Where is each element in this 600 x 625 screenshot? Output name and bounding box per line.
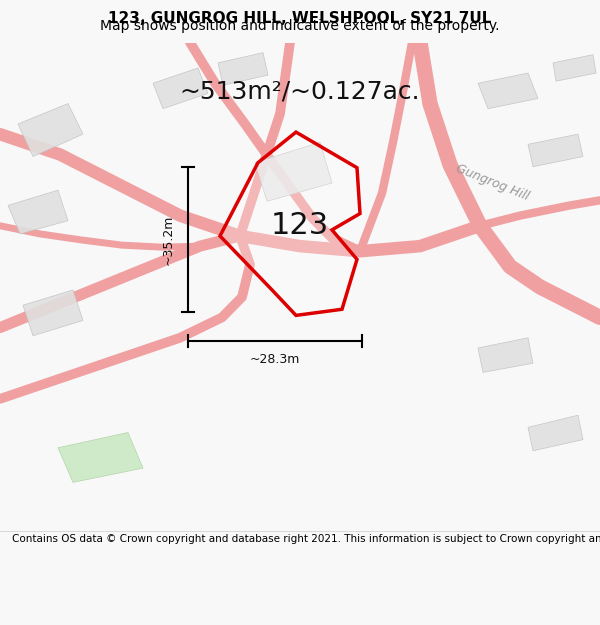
Polygon shape	[153, 68, 208, 109]
Text: 123, GUNGROG HILL, WELSHPOOL, SY21 7UL: 123, GUNGROG HILL, WELSHPOOL, SY21 7UL	[109, 11, 491, 26]
Text: ~28.3m: ~28.3m	[250, 352, 300, 366]
Polygon shape	[528, 134, 583, 167]
Text: Gungrog Hill: Gungrog Hill	[454, 162, 530, 204]
Polygon shape	[23, 290, 83, 336]
Polygon shape	[255, 142, 332, 201]
Polygon shape	[220, 132, 360, 316]
Polygon shape	[478, 73, 538, 109]
Text: 123: 123	[271, 211, 329, 240]
Polygon shape	[528, 415, 583, 451]
Text: ~513m²/~0.127ac.: ~513m²/~0.127ac.	[179, 79, 421, 103]
Text: Contains OS data © Crown copyright and database right 2021. This information is : Contains OS data © Crown copyright and d…	[12, 534, 600, 544]
Text: Map shows position and indicative extent of the property.: Map shows position and indicative extent…	[100, 19, 500, 33]
Polygon shape	[478, 338, 533, 372]
Polygon shape	[18, 104, 83, 156]
Text: ~35.2m: ~35.2m	[161, 214, 175, 265]
Polygon shape	[8, 190, 68, 234]
Polygon shape	[218, 52, 268, 85]
Polygon shape	[58, 432, 143, 482]
Polygon shape	[553, 55, 596, 81]
